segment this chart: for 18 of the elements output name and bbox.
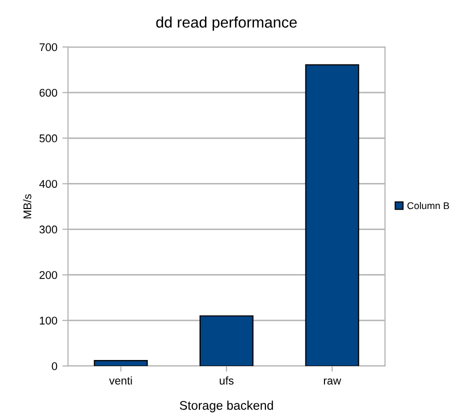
y-tick-label: 0: [52, 362, 58, 370]
bar: [305, 64, 360, 366]
x-axis-title: Storage backend: [180, 400, 273, 412]
x-tick-label: ufs: [220, 376, 234, 385]
y-tick-label: 400: [39, 180, 58, 188]
bar: [94, 360, 148, 366]
y-tick-label: 300: [39, 226, 58, 234]
legend-label: Column B: [407, 202, 450, 210]
y-tick-label: 700: [40, 43, 58, 52]
y-tick-label: 200: [40, 271, 58, 279]
x-tick-label: venti: [109, 376, 132, 385]
y-axis-title: MB/s: [23, 194, 32, 218]
bar: [200, 315, 254, 366]
chart-title: dd read performance: [156, 16, 297, 31]
y-tick-label: 100: [40, 316, 58, 325]
x-tick-label: raw: [324, 378, 342, 385]
y-tick-label: 600: [40, 88, 58, 97]
y-tick-label: 500: [39, 134, 58, 142]
